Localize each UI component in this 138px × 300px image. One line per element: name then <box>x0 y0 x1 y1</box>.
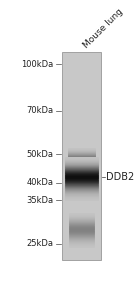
Text: 100kDa: 100kDa <box>21 60 54 69</box>
Text: 25kDa: 25kDa <box>27 239 54 248</box>
Text: 50kDa: 50kDa <box>27 149 54 158</box>
Text: DDB2: DDB2 <box>106 172 134 182</box>
Bar <box>62 52 101 260</box>
Text: Mouse lung: Mouse lung <box>81 7 125 50</box>
Text: 70kDa: 70kDa <box>26 106 54 115</box>
Text: 40kDa: 40kDa <box>27 178 54 187</box>
Text: 35kDa: 35kDa <box>26 196 54 205</box>
